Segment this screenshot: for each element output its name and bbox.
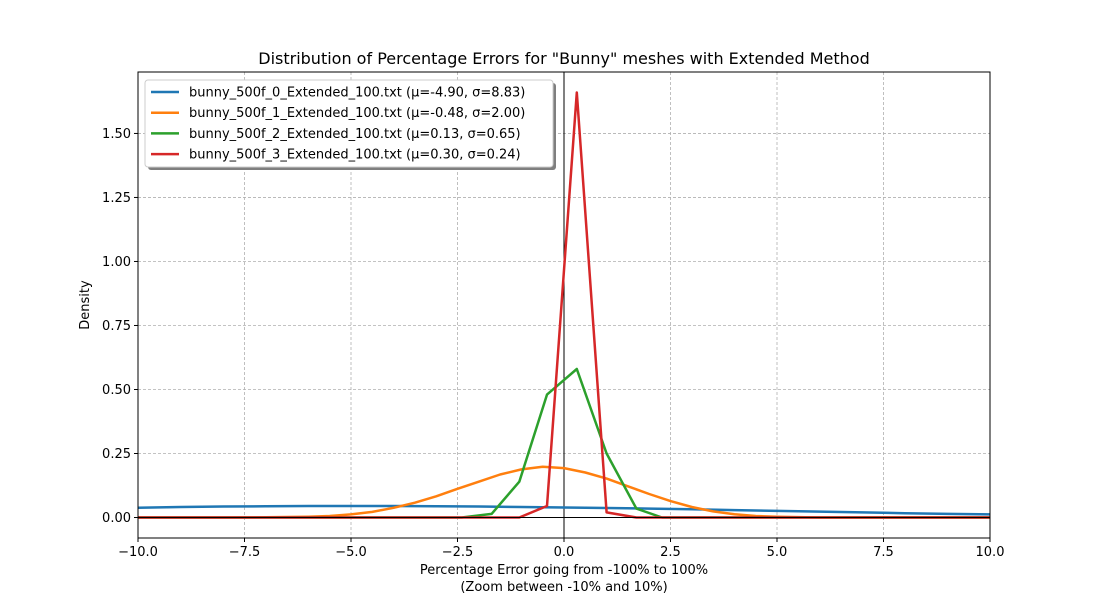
x-tick-label: −7.5 xyxy=(229,545,261,560)
x-tick-label: 10.0 xyxy=(976,545,1005,560)
ticks: −10.0 −7.5 −5.0 −2.5 0.0 2.5 5.0 7.5 10.0 0.00 0.2… xyxy=(102,127,1004,560)
x-tick-label: −2.5 xyxy=(442,545,474,560)
y-tick-label: 0.75 xyxy=(102,319,131,334)
series-lines xyxy=(137,91,991,519)
legend-entry-1: bunny_500f_1_Extended_100.txt (μ=-0.48, … xyxy=(189,106,525,121)
y-tick-label: 1.50 xyxy=(102,127,131,142)
x-tick-label: 2.5 xyxy=(660,545,681,560)
x-tick-label: −5.0 xyxy=(335,545,367,560)
x-axis-label: Percentage Error going from -100% to 100… xyxy=(420,563,708,578)
y-axis-label: Density xyxy=(78,280,93,330)
y-tick-label: 0.25 xyxy=(102,447,131,462)
x-axis-sublabel: (Zoom between -10% and 10%) xyxy=(460,580,667,595)
legend-entry-3: bunny_500f_3_Extended_100.txt (μ=0.30, σ… xyxy=(189,148,521,163)
series-line-1 xyxy=(138,465,990,519)
y-tick-label: 0.00 xyxy=(102,511,131,526)
x-tick-label: 0.0 xyxy=(554,545,575,560)
x-tick-label: 7.5 xyxy=(873,545,894,560)
y-tick-label: 0.50 xyxy=(102,383,131,398)
series-line-2 xyxy=(138,367,990,519)
legend: bunny_500f_0_Extended_100.txt (μ=-4.90, … xyxy=(144,79,556,170)
legend-entry-2: bunny_500f_2_Extended_100.txt (μ=0.13, σ… xyxy=(189,127,521,142)
legend-entry-0: bunny_500f_0_Extended_100.txt (μ=-4.90, … xyxy=(189,86,525,101)
y-tick-label: 1.00 xyxy=(102,255,131,270)
x-tick-label: −10.0 xyxy=(118,545,158,560)
chart-title: Distribution of Percentage Errors for "B… xyxy=(258,49,870,68)
legend-box xyxy=(144,79,554,168)
series-line-0 xyxy=(137,504,991,516)
y-tick-label: 1.25 xyxy=(102,191,131,206)
x-tick-label: 5.0 xyxy=(767,545,788,560)
